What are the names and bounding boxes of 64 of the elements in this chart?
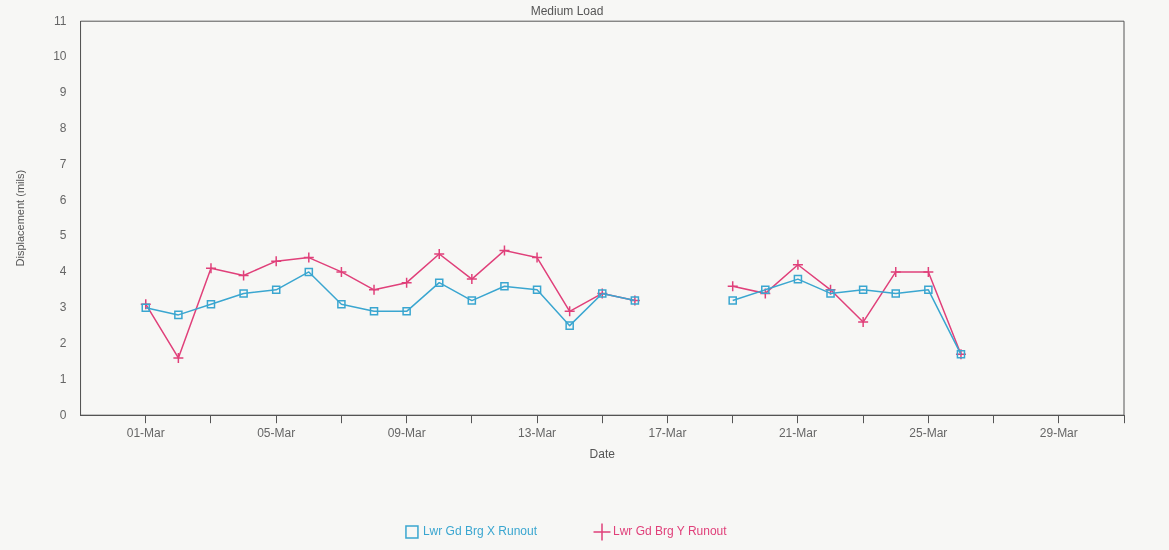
point [205, 262, 217, 275]
y-tick-label: 3 [59, 300, 67, 315]
point [532, 285, 542, 295]
legend-label: Lwr Gd Brg Y Runout [613, 524, 728, 539]
point [858, 285, 868, 295]
x-axis-title: Date [589, 447, 616, 462]
point [500, 281, 509, 291]
chart-title: Medium Load [530, 4, 604, 19]
point [337, 299, 346, 309]
point [792, 259, 804, 271]
y-tick-label: 11 [54, 13, 67, 28]
point [890, 266, 902, 278]
point [466, 273, 478, 285]
y-tick-label: 7 [59, 156, 67, 171]
point [728, 296, 737, 305]
point [304, 267, 314, 277]
x-tick-label: 01-Mar [126, 425, 165, 440]
point [922, 266, 935, 278]
x-tick-label: 05-Mar [257, 425, 296, 440]
point [174, 310, 183, 320]
point [434, 278, 444, 287]
point [369, 307, 379, 316]
y-tick-label: 5 [59, 228, 67, 243]
x-tick-label: 17-Mar [648, 425, 687, 440]
point [141, 303, 151, 313]
x-tick-label: 13-Mar [518, 425, 557, 440]
point [924, 285, 933, 295]
point [565, 321, 574, 330]
y-tick-label: 2 [59, 335, 67, 350]
point [237, 269, 250, 282]
point [270, 255, 282, 267]
y-tick-label: 9 [59, 85, 67, 100]
point [563, 305, 576, 318]
point [761, 285, 770, 295]
point [400, 276, 413, 289]
x-tick-label: 09-Mar [387, 425, 426, 440]
y-tick-label: 1 [59, 371, 67, 386]
x-tick-label: 25-Mar [909, 425, 948, 440]
x-tick-label: 21-Mar [778, 425, 817, 440]
y-tick-label: 4 [59, 264, 67, 279]
y-tick-label: 8 [59, 120, 67, 135]
point [433, 248, 445, 260]
point [826, 289, 835, 298]
y-axis-title: Displacement (mils) [13, 169, 26, 267]
y-tick-label: 0 [59, 407, 67, 422]
point [271, 285, 281, 295]
point [793, 274, 803, 284]
point [303, 251, 315, 264]
point [239, 289, 248, 298]
legend-label: Lwr Gd Brg X Runout [422, 524, 538, 539]
x-tick-label: 29-Mar [1039, 425, 1078, 440]
point [402, 307, 411, 316]
point [206, 299, 216, 309]
y-tick-label: 10 [53, 49, 67, 64]
point [335, 266, 348, 278]
point [467, 296, 477, 305]
y-tick-label: 6 [59, 192, 67, 207]
point [498, 244, 511, 257]
point [172, 352, 185, 364]
point [726, 280, 739, 293]
point [531, 251, 543, 264]
point [891, 289, 901, 298]
point [857, 316, 869, 328]
point [368, 284, 380, 296]
